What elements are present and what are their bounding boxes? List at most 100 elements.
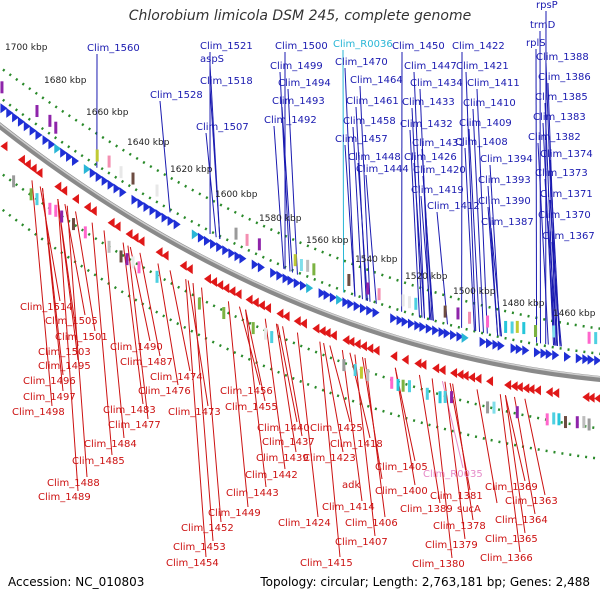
reverse-gene-label: Clim_1414	[322, 502, 375, 513]
leader-line	[504, 395, 526, 534]
forward-gene-label: trmD	[530, 20, 556, 31]
reverse-gene-arrow	[222, 283, 230, 294]
leader-line	[349, 352, 371, 439]
forward-gene-arrow	[191, 229, 199, 240]
forward-gene-label: Clim_1434	[410, 78, 463, 89]
feature-block	[438, 391, 442, 404]
reverse-gene-label: Clim_1418	[330, 439, 383, 450]
reverse-gene-arrow	[587, 392, 595, 403]
forward-gene-arrow	[545, 349, 553, 360]
reverse-gene-label: Clim_1379	[425, 540, 478, 551]
feature-block	[504, 320, 508, 333]
reverse-gene-arrow	[318, 326, 326, 337]
leader-line	[354, 354, 376, 537]
forward-gene-arrow	[23, 121, 31, 132]
feature-block	[359, 366, 363, 379]
forward-gene-arrow	[119, 187, 127, 198]
feature-block	[222, 307, 226, 320]
forward-gene-arrow	[60, 147, 68, 158]
reverse-gene-arrow	[353, 339, 361, 350]
leader-line	[127, 245, 149, 420]
forward-gene-arrow	[563, 351, 571, 362]
reverse-gene-label: Clim_1483	[103, 405, 156, 416]
reverse-gene-arrow	[486, 376, 494, 387]
forward-gene-label: Clim_1492	[264, 115, 317, 126]
forward-gene-arrow	[450, 330, 458, 341]
forward-gene-arrow	[113, 183, 121, 194]
forward-gene-label: Clim_1383	[533, 112, 586, 123]
scale-labels: 1700 kbp 1680 kbp 1660 kbp 1640 kbp 1620 kbp…	[5, 43, 596, 319]
leader-line	[452, 383, 474, 521]
leader-line	[544, 178, 556, 346]
reverse-gene-label: Clim_1440	[257, 423, 310, 434]
reverse-gene-label: Clim_1514	[20, 302, 73, 313]
feature-block	[54, 121, 58, 134]
reverse-gene-label: Clim_1407	[335, 537, 388, 548]
forward-gene-arrow	[414, 320, 422, 331]
forward-gene-arrow	[587, 354, 595, 365]
forward-gene-label: aspS	[200, 54, 224, 65]
leader-line	[66, 205, 88, 478]
forward-gene-arrow	[107, 179, 115, 190]
reverse-gene-arrow	[461, 370, 469, 381]
leader-line	[342, 49, 345, 293]
forward-gene-label: Clim_1448	[348, 152, 401, 163]
summary-text: Topology: circular; Length: 2,763,181 bp…	[260, 575, 590, 589]
reverse-gene-arrow	[533, 385, 541, 396]
leader-line	[245, 309, 266, 402]
leader-line	[201, 287, 222, 523]
feature-block	[35, 105, 39, 118]
leader-line	[344, 144, 356, 297]
scale-label: 1680 kbp	[44, 76, 87, 86]
leader-line	[277, 324, 298, 423]
feature-block	[468, 311, 472, 324]
reverse-gene-label: Clim_1501	[55, 332, 108, 343]
forward-gene-label: Clim_1464	[350, 75, 403, 86]
reverse-gene-label: Clim_1455	[225, 402, 278, 413]
feature-block	[0, 81, 4, 94]
reverse-gene-label: Clim_1498	[12, 407, 65, 418]
forward-gene-label: Clim_1493	[272, 96, 325, 107]
reverse-gene-label: Clim_1489	[38, 492, 91, 503]
reverse-gene-arrow	[245, 294, 253, 305]
forward-gene-label: Clim_1560	[87, 43, 140, 54]
reverse-gene-arrow	[522, 383, 530, 394]
forward-gene-arrow	[234, 251, 242, 262]
forward-gene-label: Clim_1420	[413, 165, 466, 176]
forward-gene-label: rplS	[526, 38, 546, 49]
feature-block	[264, 327, 268, 340]
reverse-gene-label: Clim_1452	[181, 523, 234, 534]
leader-line	[464, 147, 475, 331]
reverse-gene-arrow	[107, 217, 115, 228]
accession-text: Accession: NC_010803	[8, 575, 145, 589]
forward-gene-arrow	[318, 288, 326, 299]
forward-gene-label: Clim_1411	[467, 78, 520, 89]
reverse-gene-label: sucA	[457, 504, 481, 515]
reverse-gene-label: Clim_1453	[173, 542, 226, 553]
leader-line	[418, 374, 441, 504]
reverse-gene-label: Clim_1423	[303, 453, 356, 464]
reverse-gene-label: Clim_1363	[505, 496, 558, 507]
feature-block	[425, 387, 429, 400]
feature-block	[563, 416, 567, 429]
reverse-gene-arrow	[155, 247, 163, 258]
leader-line	[551, 241, 562, 347]
forward-gene-arrow	[239, 253, 247, 264]
forward-gene-arrow	[0, 103, 8, 114]
forward-gene-arrow	[54, 143, 62, 154]
forward-gene-label: rpsP	[536, 0, 558, 11]
forward-gene-arrow	[203, 235, 211, 246]
leader-line	[57, 199, 79, 361]
feature-block	[492, 401, 496, 414]
feature-block	[575, 416, 579, 429]
feature-block	[486, 401, 490, 414]
reverse-gene-label: Clim_1476	[138, 386, 191, 397]
forward-gene-label: Clim_1386	[538, 72, 591, 83]
forward-gene-label: Clim_1409	[459, 118, 512, 129]
leader-line	[413, 162, 426, 319]
scale-label: 1560 kbp	[306, 236, 349, 246]
reverse-gene-arrow	[450, 368, 458, 379]
leader-line	[413, 71, 426, 319]
forward-gene-arrow	[443, 328, 451, 339]
reverse-gene-arrow	[329, 330, 337, 341]
